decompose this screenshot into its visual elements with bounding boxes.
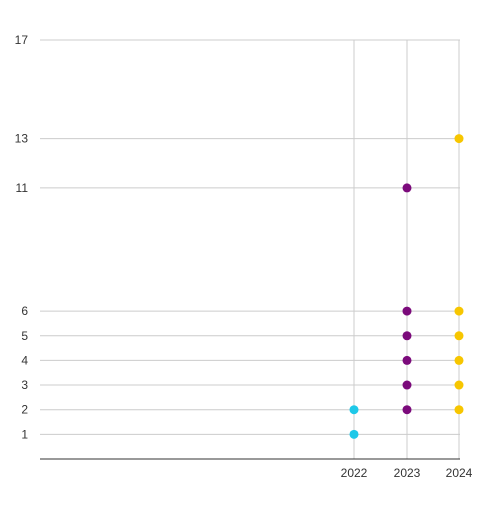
y-tick-label: 11 [16, 181, 29, 195]
y-tick-label: 2 [21, 403, 28, 417]
data-point [454, 405, 464, 415]
data-point [349, 429, 359, 439]
data-point [402, 331, 412, 341]
data-point [402, 405, 412, 415]
tick-label-layer: 1 2 3 4 5 6 11 13 17 2022 2023 2024 [15, 33, 473, 480]
y-tick-label: 17 [15, 33, 29, 47]
y-tick-label: 4 [21, 353, 28, 367]
data-point [454, 355, 464, 365]
x-tick-label: 2024 [446, 466, 473, 480]
y-tick-label: 3 [21, 378, 28, 392]
data-point [402, 306, 412, 316]
data-point [454, 306, 464, 316]
x-tick-label: 2023 [394, 466, 421, 480]
data-point [454, 331, 464, 341]
y-tick-label: 1 [21, 427, 28, 441]
data-point [454, 380, 464, 390]
data-point [402, 355, 412, 365]
y-tick-label: 6 [21, 304, 28, 318]
data-point [402, 380, 412, 390]
data-point [454, 134, 464, 144]
data-point [402, 183, 412, 193]
data-point [349, 405, 359, 415]
grid-layer [40, 39, 460, 459]
y-tick-label: 13 [15, 132, 29, 146]
x-tick-label: 2022 [341, 466, 368, 480]
points-layer [349, 134, 464, 439]
y-tick-label: 5 [21, 329, 28, 343]
